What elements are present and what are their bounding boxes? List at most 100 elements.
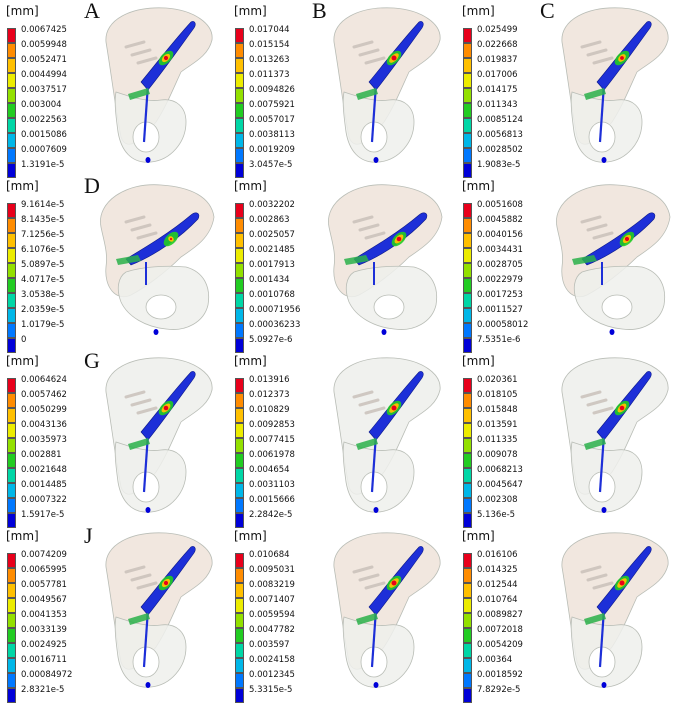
legend-swatch <box>7 393 16 408</box>
legend-swatch <box>7 263 16 278</box>
legend-label: 0.0011527 <box>477 305 523 315</box>
legend-swatch <box>7 88 16 103</box>
bone-render <box>561 532 669 688</box>
legend-swatch <box>463 423 472 438</box>
legend-swatch <box>235 248 244 263</box>
legend-label: 0.0028705 <box>477 260 523 270</box>
legend-label: 0.0041353 <box>21 610 67 620</box>
unit-label: [mm] <box>6 4 39 18</box>
color-legend: 0.0074209 0.0065995 0.0057781 0.0049567 0.00… <box>7 550 87 703</box>
legend-swatch <box>463 148 472 163</box>
legend-swatch <box>7 203 16 218</box>
legend-label: 0.0016711 <box>21 655 67 665</box>
legend-label: 0.0007322 <box>21 495 67 505</box>
contour-panel: [mm] 0.010684 0.0095031 0.0083219 0.0071407 0… <box>228 527 456 703</box>
legend-label: 0.0022979 <box>477 275 523 285</box>
contour-panel: [mm] A 0.0067425 0.0059948 0.0052471 0.004499… <box>0 0 228 178</box>
legend-swatch <box>235 308 244 323</box>
contour-panel: [mm] 0.0051608 0.0045882 0.0040156 0.0034431… <box>456 177 684 353</box>
legend-label: 0.0043136 <box>21 420 67 430</box>
legend-label: 0.0092853 <box>249 420 295 430</box>
legend-swatch <box>235 468 244 483</box>
legend-swatch <box>463 248 472 263</box>
legend-swatch <box>7 133 16 148</box>
legend-label: 0.015154 <box>249 40 290 50</box>
legend-swatch <box>7 148 16 163</box>
legend-label: 0.0059594 <box>249 610 295 620</box>
legend-swatch <box>235 658 244 673</box>
unit-label: [mm] <box>6 529 39 543</box>
legend-swatch <box>7 583 16 598</box>
legend-swatch <box>7 248 16 263</box>
legend-label: 0.020361 <box>477 375 518 385</box>
legend-swatch <box>235 58 244 73</box>
legend-label: 0.0014485 <box>21 480 67 490</box>
legend-label: 0.017044 <box>249 25 290 35</box>
legend-swatch <box>463 233 472 248</box>
legend-swatch <box>463 338 472 353</box>
legend-swatch <box>235 278 244 293</box>
legend-label: 0.0031103 <box>249 480 295 490</box>
legend-swatch <box>463 688 472 703</box>
unit-label: [mm] <box>234 529 267 543</box>
legend-label: 0.0061978 <box>249 450 295 460</box>
legend-swatch <box>463 598 472 613</box>
legend-swatch <box>463 658 472 673</box>
legend-swatch <box>235 43 244 58</box>
legend-swatch <box>463 568 472 583</box>
legend-swatch <box>463 513 472 528</box>
legend-swatch <box>7 323 16 338</box>
legend-swatch <box>7 468 16 483</box>
legend-label: 0.0017913 <box>249 260 295 270</box>
pelvis-model <box>561 532 669 688</box>
legend-label: 0.0075921 <box>249 100 295 110</box>
bone-render <box>333 7 441 163</box>
pelvis-model <box>105 532 213 688</box>
legend-label: 0.010684 <box>249 550 290 560</box>
legend-swatch <box>463 613 472 628</box>
contour-panel: [mm] 0.013916 0.012373 0.010829 0.0092853 0.0… <box>228 352 456 528</box>
legend-swatch <box>235 203 244 218</box>
legend-label: 0.009078 <box>477 450 518 460</box>
legend-label: 0.0068213 <box>477 465 523 475</box>
legend-swatch <box>463 438 472 453</box>
legend-swatch <box>463 553 472 568</box>
legend-swatch <box>235 378 244 393</box>
legend-swatch <box>463 263 472 278</box>
legend-label: 0.0064624 <box>21 375 67 385</box>
legend-label: 0.0022563 <box>21 115 67 125</box>
legend-swatch <box>7 28 16 43</box>
legend-label: 0.0052471 <box>21 55 67 65</box>
legend-label: 0.0007609 <box>21 145 67 155</box>
legend-label: 7.5351e-6 <box>477 335 521 345</box>
legend-label: 0.025499 <box>477 25 518 35</box>
legend-label: 0.0012345 <box>249 670 295 680</box>
legend-label: 0.0021648 <box>21 465 67 475</box>
legend-label: 0.0024158 <box>249 655 295 665</box>
pelvis-model <box>333 532 441 688</box>
bone-render <box>561 7 669 163</box>
legend-swatch <box>235 498 244 513</box>
legend-swatch <box>7 643 16 658</box>
legend-swatch <box>7 233 16 248</box>
legend-swatch <box>7 598 16 613</box>
legend-label: 0.0054209 <box>477 640 523 650</box>
legend-label: 0.0032202 <box>249 200 295 210</box>
panel-letter: A <box>84 0 100 23</box>
legend-label: 0.022668 <box>477 40 518 50</box>
legend-swatch <box>7 553 16 568</box>
panel-letter: B <box>312 0 327 23</box>
legend-label: 0.00084972 <box>21 670 73 680</box>
legend-swatch <box>7 498 16 513</box>
legend-swatch <box>7 613 16 628</box>
bone-render <box>100 184 215 335</box>
legend-swatch <box>7 673 16 688</box>
legend-label: 5.0927e-6 <box>249 335 293 345</box>
legend-label: 0.0065995 <box>21 565 67 575</box>
bone-render <box>561 357 669 513</box>
panel-letter: C <box>540 0 555 23</box>
legend-label: 0.002863 <box>249 215 290 225</box>
legend-swatch <box>463 643 472 658</box>
legend-label: 0.0057017 <box>249 115 295 125</box>
legend-swatch <box>7 58 16 73</box>
